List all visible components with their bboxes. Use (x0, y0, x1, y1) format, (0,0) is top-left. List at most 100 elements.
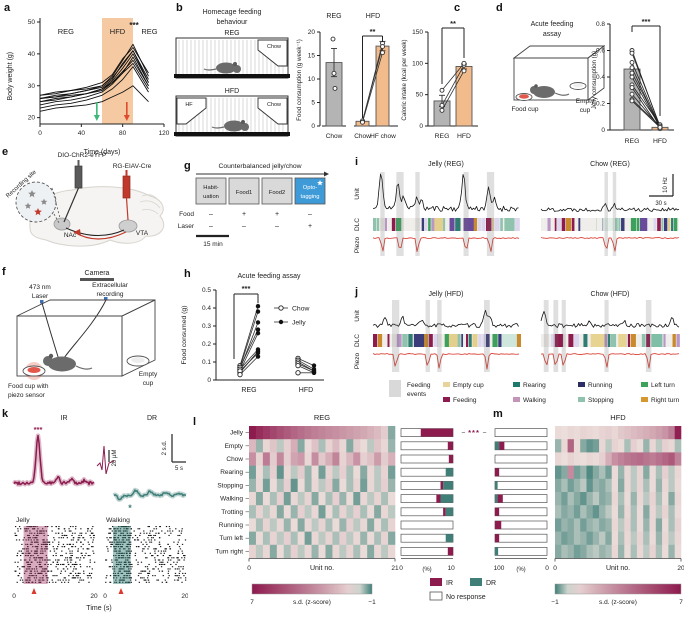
svg-text:Unit: Unit (354, 188, 361, 200)
svg-text:0.8: 0.8 (596, 21, 605, 28)
panel-l: l REG Jelly Empty Chow Rearing Stopping Walkin… (187, 408, 455, 616)
svg-text:No response: No response (446, 594, 486, 601)
svg-text:Empty: Empty (576, 98, 595, 105)
svg-text:2 s.d.: 2 s.d. (162, 440, 168, 455)
svg-text:Chow (REG): Chow (REG) (590, 161, 630, 168)
svg-text:Chow: Chow (292, 306, 309, 313)
svg-text:Trotting: Trotting (221, 509, 243, 516)
svg-text:0.5: 0.5 (202, 287, 211, 294)
svg-text:HFD: HFD (653, 138, 667, 145)
svg-text:Rearing: Rearing (523, 382, 546, 389)
svg-text:Running: Running (219, 522, 244, 529)
svg-text:−1: −1 (551, 599, 559, 606)
svg-text:behaviour: behaviour (217, 19, 248, 26)
svg-text:20: 20 (90, 593, 98, 600)
svg-text:+: + (308, 223, 312, 230)
svg-text:Laser: Laser (32, 293, 49, 300)
svg-text:20: 20 (181, 593, 188, 600)
svg-text:Food1: Food1 (236, 190, 252, 196)
svg-text:50: 50 (416, 92, 424, 99)
svg-text:0: 0 (553, 565, 557, 572)
svg-text:DIO-ChR2-eYFP: DIO-ChR2-eYFP (58, 152, 107, 159)
panel-h-label: h (184, 268, 191, 280)
svg-text:Food: Food (179, 211, 194, 218)
svg-text:0.1: 0.1 (202, 359, 211, 366)
svg-text:–: – (242, 223, 246, 230)
panel-g: g Counterbalanced jelly/chow Habit-uation… (172, 158, 334, 262)
svg-text:HF chow: HF chow (370, 133, 396, 140)
svg-text:473 nm: 473 nm (29, 284, 51, 291)
sig-dash-right: – (482, 429, 487, 436)
panel-k-label: k (2, 408, 9, 420)
panel-h: h Acute feeding assay 0 0.1 0.2 0.3 0.4 0.5 ***… (172, 268, 334, 408)
svg-text:0.2: 0.2 (202, 341, 211, 348)
svg-text:Food2: Food2 (269, 190, 285, 196)
svg-text:0.6: 0.6 (596, 48, 605, 55)
panel-h-acute-feeding-chart: Acute feeding assay 0 0.1 0.2 0.3 0.4 0.5 *** Ch… (181, 273, 324, 394)
svg-text:Time (days): Time (days) (84, 149, 121, 156)
panel-b: b Homecage feeding behaviour REG Chow HFD HF C… (170, 2, 402, 164)
svg-text:20: 20 (28, 115, 36, 122)
svg-text:–: – (209, 223, 213, 230)
svg-text:HFD: HFD (110, 27, 126, 36)
svg-text:REG: REG (625, 138, 640, 145)
sig-dash-left: – (461, 429, 466, 436)
svg-text:HFD: HFD (225, 88, 239, 95)
svg-text:REG: REG (241, 387, 256, 394)
panel-j: j Jelly (HFD) Chow (HFD) Unit DLC Piezo (335, 284, 683, 378)
behaviour-legend: Feeding events Empty cup Feeding Rearing Walk… (335, 376, 685, 410)
svg-text:NAc: NAc (64, 232, 77, 239)
svg-text:tagging: tagging (300, 194, 319, 200)
svg-text:0: 0 (399, 565, 403, 572)
panel-k-response-traces: IR DR *** 20 μM 2 s.d. 5 s * Jelly Walking 0 20 0 20… (12, 415, 188, 612)
svg-text:**: ** (450, 19, 456, 28)
svg-text:Acute feeding: Acute feeding (531, 21, 574, 28)
panel-a-label: a (4, 2, 11, 14)
svg-text:DLC: DLC (354, 218, 361, 231)
svg-text:40: 40 (78, 130, 86, 137)
svg-text:REG: REG (314, 413, 330, 422)
panel-d: d Acute feeding assay Food cup Empty cup 0 0.2… (492, 2, 685, 164)
svg-text:Chow: Chow (267, 44, 281, 50)
panel-i-reg-traces: Jelly (REG) Chow (REG) Unit DLC Piezo 10 Hz 30… (354, 161, 680, 256)
panel-e: e DIO-ChR2-eYFP RG-EIAV-Cre Recording site… (2, 144, 172, 264)
svg-text:Jelly: Jelly (16, 517, 30, 524)
svg-text:Food cup: Food cup (511, 106, 538, 113)
svg-text:Extracellular: Extracellular (92, 282, 129, 289)
svg-text:Empty: Empty (225, 443, 244, 450)
panel-k: k IR DR *** 20 μM 2 s.d. 5 s * Jelly Walking 0 20 0… (2, 408, 188, 616)
svg-text:***: *** (129, 21, 139, 30)
svg-text:Habit-: Habit- (203, 185, 219, 191)
svg-text:IR: IR (61, 415, 68, 422)
svg-text:Piezo: Piezo (354, 236, 361, 253)
panel-i: i Jelly (REG) Chow (REG) Unit DLC Piezo 10 Hz… (335, 150, 683, 274)
svg-text:120: 120 (159, 130, 170, 137)
svg-text:20: 20 (308, 29, 316, 36)
svg-text:Empty: Empty (139, 371, 158, 378)
svg-text:20 μM: 20 μM (112, 450, 118, 467)
svg-text:0: 0 (103, 593, 107, 600)
svg-text:Unit: Unit (354, 310, 361, 322)
svg-text:s.d. (z-score): s.d. (z-score) (293, 599, 331, 606)
svg-text:0: 0 (38, 130, 42, 137)
svg-text:DR: DR (147, 415, 157, 422)
svg-text:80: 80 (119, 130, 127, 137)
svg-text:Chow: Chow (354, 133, 371, 140)
panel-g-label: g (184, 160, 191, 172)
svg-text:Stopping: Stopping (217, 482, 243, 489)
svg-text:0: 0 (545, 565, 549, 572)
svg-text:0.4: 0.4 (596, 74, 605, 81)
panel-c-caloric-chart: 0 50 100 150 ** REG HFD Caloric intake (kcal pe… (401, 19, 478, 140)
panel-b-homecage-chart: Homecage feeding behaviour REG Chow HFD HF Cho… (174, 9, 398, 140)
svg-text:Chow: Chow (226, 456, 243, 463)
svg-text:0: 0 (419, 123, 423, 130)
behaviour-legend-swatches: Feeding events Empty cup Feeding Rearing Walk… (389, 380, 680, 404)
svg-text:5: 5 (311, 100, 315, 107)
svg-text:***: *** (242, 284, 251, 293)
panel-e-label: e (2, 146, 9, 158)
svg-text:100: 100 (448, 565, 455, 572)
svg-text:Walking: Walking (523, 397, 546, 404)
svg-text:Rearing: Rearing (220, 469, 243, 476)
